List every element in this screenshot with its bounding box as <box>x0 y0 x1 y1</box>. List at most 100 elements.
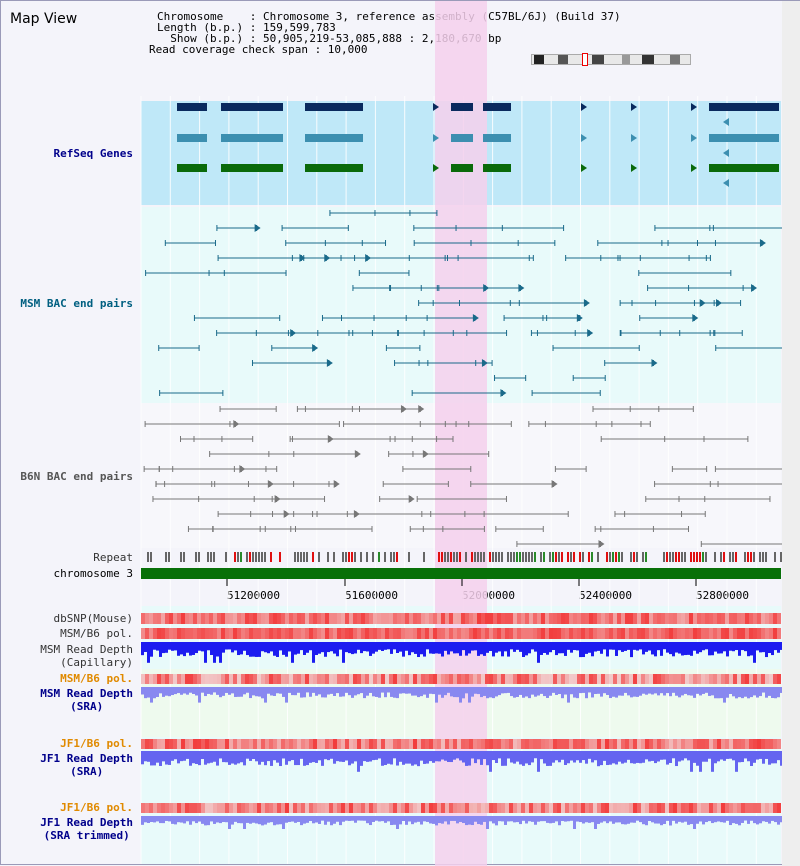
heat-cell <box>601 674 605 684</box>
track-label-jf1-b6-pol-1[interactable]: JF1/B6 pol. <box>60 737 133 750</box>
depth-bar <box>195 816 198 824</box>
depth-bar <box>639 751 642 764</box>
heat-cell <box>777 628 781 639</box>
chromosome-ideogram[interactable] <box>531 53 691 66</box>
gene-exon <box>221 103 283 111</box>
depth-bar <box>702 642 705 651</box>
bac-arrow <box>481 359 488 367</box>
repeat-mark <box>393 552 395 562</box>
depth-bar <box>489 816 492 822</box>
vertical-scrollbar[interactable] <box>782 1 800 866</box>
track-label-msm-b6-pol-2[interactable]: MSM/B6 pol. <box>60 672 133 685</box>
depth-bar <box>156 816 159 822</box>
heat-cell <box>397 674 401 684</box>
heat-cell <box>265 613 269 624</box>
depth-bar <box>657 751 660 762</box>
heat-cell <box>265 803 269 813</box>
depth-bar <box>285 751 288 765</box>
depth-bar <box>687 687 690 696</box>
depth-bar <box>315 687 318 696</box>
depth-bar <box>579 687 582 694</box>
heat-cell <box>429 803 433 813</box>
heat-cell <box>217 739 221 749</box>
depth-bar <box>699 687 702 696</box>
depth-bar <box>591 751 594 763</box>
track-label-msm-depth-sra[interactable]: MSM Read Depth (SRA) <box>40 687 133 713</box>
heat-cell <box>617 628 621 639</box>
repeat-mark <box>168 552 170 562</box>
depth-bar <box>690 816 693 825</box>
track-label-msm-depth-capillary[interactable]: MSM Read Depth (Capillary) <box>40 643 133 669</box>
track-label-msm-b6-pol-1[interactable]: MSM/B6 pol. <box>60 627 133 640</box>
depth-bar <box>399 687 402 694</box>
heat-cell <box>601 628 605 639</box>
depth-bar <box>483 687 486 696</box>
track-label-jf1-depth-trimmed[interactable]: JF1 Read Depth (SRA trimmed) <box>40 816 133 842</box>
heat-cell <box>541 674 545 684</box>
depth-bar <box>303 816 306 824</box>
heat-cell <box>585 674 589 684</box>
heat-cell <box>645 628 649 639</box>
ideogram-position-marker <box>582 53 588 66</box>
depth-bar <box>471 751 474 759</box>
track-label-msm-bac[interactable]: MSM BAC end pairs <box>20 297 133 310</box>
heat-cell <box>261 674 265 684</box>
heat-cell <box>445 803 449 813</box>
depth-bar <box>756 687 759 698</box>
depth-bar <box>780 751 783 766</box>
heat-cell <box>465 628 469 639</box>
heat-cell <box>473 613 477 624</box>
depth-bar <box>756 816 759 825</box>
gene-exon <box>177 134 207 142</box>
track-label-jf1-depth-sra[interactable]: JF1 Read Depth (SRA) <box>40 752 133 778</box>
heat-cell <box>409 803 413 813</box>
heat-cell <box>401 674 405 684</box>
heat-cell <box>553 803 557 813</box>
heat-cell <box>333 739 337 749</box>
depth-bar <box>654 816 657 824</box>
depth-bar <box>210 816 213 822</box>
depth-bar <box>282 642 285 655</box>
heat-cell <box>397 628 401 639</box>
heat-cell <box>393 803 397 813</box>
heat-cell <box>513 739 517 749</box>
depth-bar <box>555 751 558 761</box>
track-label-chromosome[interactable]: chromosome 3 <box>53 567 133 580</box>
track-label-dbsnp[interactable]: dbSNP(Mouse) <box>53 612 133 625</box>
heat-cell <box>189 628 193 639</box>
track-label-b6n-bac[interactable]: B6N BAC end pairs <box>20 470 133 483</box>
heat-cell <box>229 613 233 624</box>
heat-cell <box>653 739 657 749</box>
depth-bar <box>537 751 540 772</box>
depth-bar <box>201 816 204 824</box>
track-label-repeat[interactable]: Repeat <box>93 551 133 564</box>
depth-bar <box>396 687 399 699</box>
heat-cell <box>337 739 341 749</box>
track-label-jf1-b6-pol-2[interactable]: JF1/B6 pol. <box>60 801 133 814</box>
depth-bar <box>234 751 237 765</box>
depth-bar <box>684 642 687 656</box>
heat-cell <box>553 739 557 749</box>
heat-cell <box>493 613 497 624</box>
depth-bar <box>327 816 330 822</box>
heat-cell <box>237 739 241 749</box>
heat-cell <box>245 613 249 624</box>
repeat-mark <box>762 552 764 562</box>
depth-bar <box>414 751 417 765</box>
depth-bar <box>222 816 225 823</box>
depth-bar <box>213 816 216 824</box>
heat-cell <box>433 803 437 813</box>
depth-bar <box>552 816 555 823</box>
depth-bar <box>633 751 636 764</box>
depth-bar <box>144 687 147 699</box>
depth-bar <box>630 751 633 764</box>
gene-arrow <box>691 134 697 142</box>
depth-bar <box>627 816 630 824</box>
heat-cell <box>649 628 653 639</box>
heat-cell <box>661 613 665 624</box>
depth-bar <box>537 816 540 822</box>
track-label-refseq[interactable]: RefSeq Genes <box>53 147 133 160</box>
depth-bar <box>249 751 252 761</box>
heat-cell <box>645 739 649 749</box>
